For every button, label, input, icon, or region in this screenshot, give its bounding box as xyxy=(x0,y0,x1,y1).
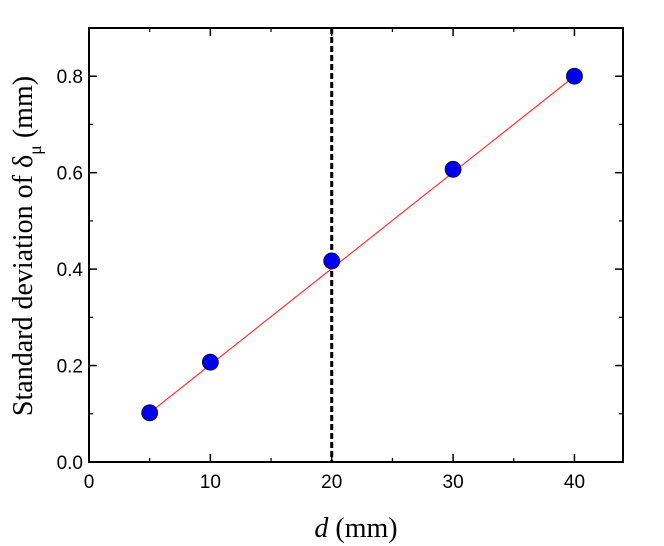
y-axis-main: Standard deviation of δ xyxy=(8,155,39,416)
x-tick-label: 40 xyxy=(564,472,585,493)
y-tick-label: 0.6 xyxy=(57,164,83,185)
x-axis-unit: (mm) xyxy=(328,513,397,544)
x-tick-label: 0 xyxy=(84,472,95,493)
data-point xyxy=(323,252,341,270)
x-axis-variable: d xyxy=(314,513,329,544)
x-axis-title: d (mm) xyxy=(314,513,397,544)
data-point xyxy=(444,160,462,178)
data-point xyxy=(201,353,219,371)
fit-line xyxy=(149,75,575,414)
plot-frame xyxy=(88,27,624,463)
x-tick-label: 20 xyxy=(321,472,342,493)
y-tick-label: 0.0 xyxy=(57,453,83,474)
x-tick-label: 30 xyxy=(443,472,464,493)
x-tick-label: 10 xyxy=(200,472,221,493)
y-axis-subscript: μ xyxy=(25,145,45,155)
y-axis-unit: (mm) xyxy=(8,76,39,145)
data-point xyxy=(141,404,159,422)
y-tick-label: 0.4 xyxy=(57,260,84,281)
x-ticks: 0 10 20 30 40 xyxy=(84,28,585,493)
y-tick-label: 0.8 xyxy=(57,67,83,88)
data-points xyxy=(141,67,583,422)
data-point xyxy=(566,67,583,85)
y-axis-title: Standard deviation of δμ (mm) xyxy=(8,76,45,416)
y-ticks: 0.0 0.2 0.4 0.6 0.8 xyxy=(57,27,623,474)
y-tick-label: 0.2 xyxy=(57,357,83,378)
